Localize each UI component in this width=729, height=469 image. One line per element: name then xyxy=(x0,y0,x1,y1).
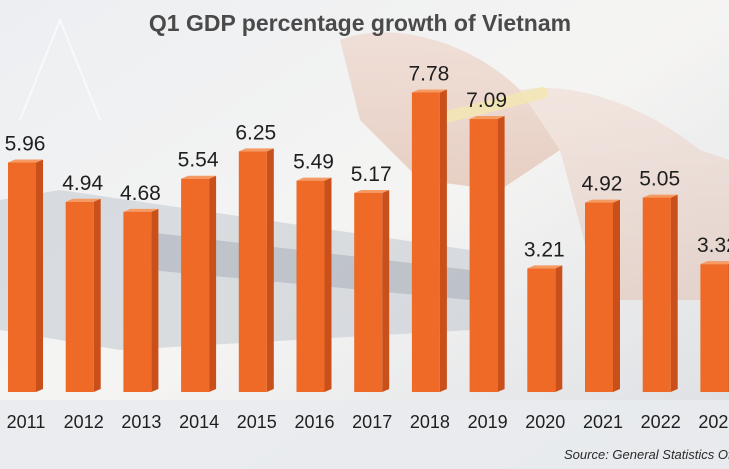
x-tick-label: 2015 xyxy=(237,412,277,432)
value-label: 4.94 xyxy=(62,172,103,195)
bar-2017 xyxy=(354,189,390,392)
source-note: Source: General Statistics Office xyxy=(564,447,729,462)
bar-2020 xyxy=(527,265,563,392)
x-tick-label: 2016 xyxy=(294,412,334,432)
x-tick-label: 2023 xyxy=(698,412,729,432)
bar-2015 xyxy=(238,148,274,392)
value-label: 4.92 xyxy=(582,173,623,196)
bar-2016 xyxy=(296,177,332,392)
x-tick-label: 2011 xyxy=(7,412,46,432)
bar-group xyxy=(8,89,729,392)
value-label: 3.21 xyxy=(524,238,565,261)
bar-2012 xyxy=(65,198,101,392)
bar-2018 xyxy=(411,89,447,392)
value-label: 3.32 xyxy=(697,234,729,257)
value-label: 5.05 xyxy=(639,168,680,191)
x-tick-group: 2011 2012 2013 2014 2015 2016 2017 2018 2019 2020… xyxy=(7,412,729,432)
bar-2022 xyxy=(642,194,678,392)
value-label: 5.54 xyxy=(178,149,219,172)
x-tick-label: 2013 xyxy=(121,412,161,432)
value-label: 5.96 xyxy=(5,133,46,156)
x-tick-label: 2019 xyxy=(468,412,508,432)
x-tick-label: 2021 xyxy=(583,412,623,432)
chart-title: Q1 GDP percentage growth of Vietnam xyxy=(149,10,571,36)
value-label: 4.68 xyxy=(120,182,161,205)
value-label: 5.49 xyxy=(293,151,334,174)
bar-2013 xyxy=(123,208,159,392)
x-tick-label: 2020 xyxy=(525,412,565,432)
bar-2011 xyxy=(8,159,43,392)
value-label-group: 5.96 4.94 4.68 5.54 6.25 5.49 5.17 7.78 7.09 3.21… xyxy=(5,62,729,261)
bar-2019 xyxy=(469,116,505,392)
x-tick-label: 2022 xyxy=(641,412,681,432)
value-label: 7.78 xyxy=(408,62,449,85)
value-label: 5.17 xyxy=(351,163,392,186)
value-label: 6.25 xyxy=(235,121,276,144)
bar-2021 xyxy=(585,199,620,392)
bar-2014 xyxy=(181,175,217,392)
x-tick-label: 2018 xyxy=(410,412,450,432)
x-tick-label: 2017 xyxy=(352,412,392,432)
x-tick-label: 2012 xyxy=(64,412,104,432)
value-label: 7.09 xyxy=(466,89,507,112)
x-tick-label: 2014 xyxy=(179,412,219,432)
bar-2023 xyxy=(700,261,729,392)
